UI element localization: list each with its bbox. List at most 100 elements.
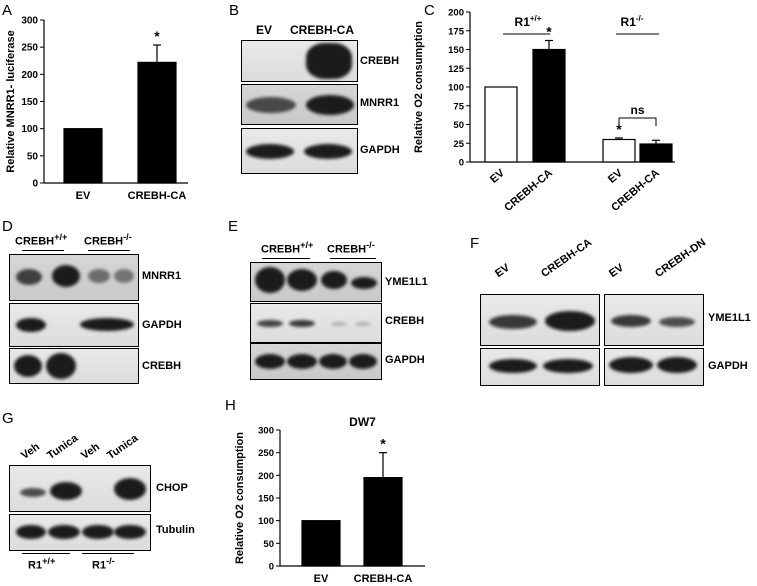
y-tick-label: 150 (258, 494, 274, 505)
y-tick-label: 300 (258, 426, 274, 437)
row-label-gapdh: GAPDH (360, 144, 400, 156)
lane-label-tunica: Tunica (45, 432, 81, 462)
group-underline (22, 553, 70, 554)
lane-label-veh: Veh (79, 440, 103, 462)
blot-b-crebh (241, 40, 358, 82)
blot-b-gapdh (241, 128, 358, 174)
blot-e-crebh (250, 303, 382, 343)
y-tick-label: 25 (453, 139, 464, 150)
row-label-gapdh: GAPDH (385, 354, 425, 366)
group-underline (262, 258, 310, 259)
bar (639, 143, 673, 163)
bar (301, 520, 341, 567)
panel-letter-g: G (2, 410, 14, 427)
significance-star: * (546, 24, 552, 40)
y-tick-label: 300 (21, 16, 38, 27)
panel-letter-f: F (470, 235, 480, 252)
row-label-yme1l1: YME1L1 (708, 312, 751, 324)
panel-letter-b: B (229, 2, 240, 19)
y-tick-label: 100 (258, 516, 274, 527)
y-axis-label: Relative O2 consumption (234, 432, 246, 564)
group-label-crebh-wt: CREBH+/+ (15, 232, 68, 248)
row-label-yme1l1: YME1L1 (385, 276, 428, 288)
y-axis-label: Relative MNRR1- luciferase (5, 30, 17, 172)
ns-label: ns (630, 103, 644, 117)
row-label-mnrr1: MNRR1 (142, 270, 182, 282)
y-tick-label: 175 (448, 26, 465, 37)
row-label-gapdh: GAPDH (708, 360, 748, 372)
bar-chart-h: 0 50 100 150 200 250 300 Relative O2 consumptio… (234, 415, 425, 585)
blot-f-yme1l1-left (480, 294, 600, 346)
significance-star: * (616, 121, 622, 137)
bar (63, 128, 103, 184)
y-tick-label: 0 (32, 179, 38, 190)
group-label-r1-wt: R1+/+ (515, 14, 542, 29)
bar-chart-c: 0 25 50 75 100 125 150 175 200 Relative O2 consum… (413, 8, 675, 210)
ns-bracket (618, 117, 657, 126)
y-axis-label: Relative O2 consumption (413, 21, 425, 153)
x-tick-label: EV (76, 190, 91, 202)
y-tick-label: 125 (448, 64, 465, 75)
y-tick-label: 250 (21, 43, 38, 54)
blot-b-mnrr1 (241, 84, 358, 125)
y-tick-label: 200 (21, 70, 38, 81)
blot-e-gapdh (250, 343, 382, 380)
bar-chart-a: 0 50 100 150 200 250 300 Relative MNRR1- lucife… (5, 16, 188, 202)
group-underline (22, 250, 64, 251)
blot-f-gapdh-left (480, 348, 600, 386)
panel-letter-h: H (225, 397, 236, 414)
panel-letter-d: D (2, 218, 13, 235)
y-tick-label: 50 (453, 120, 464, 131)
group-underline (88, 250, 130, 251)
y-tick-label: 250 (258, 448, 274, 459)
group-underline (330, 258, 376, 259)
x-tick-label: EV (314, 573, 329, 585)
significance-star: * (380, 436, 386, 452)
y-tick-label: 50 (27, 151, 39, 162)
y-tick-label: 0 (269, 562, 274, 573)
bar (137, 61, 177, 184)
panel-letter-a: A (2, 2, 13, 19)
blot-f-yme1l1-right (604, 294, 704, 346)
row-label-gapdh: GAPDH (142, 319, 182, 331)
group-label-crebh-ko: CREBH-/- (84, 232, 132, 248)
panel-letter-c: C (424, 2, 435, 19)
bar (602, 138, 636, 163)
lane-label-ev: EV (493, 261, 513, 280)
x-tick-label: EV (488, 167, 507, 186)
group-label-r1-ko: R1-/- (621, 14, 644, 29)
significance-star: * (154, 28, 160, 44)
bar (363, 476, 403, 567)
lane-label-veh: Veh (19, 440, 43, 462)
row-label-chop: CHOP (156, 482, 188, 494)
lane-label-ev: EV (256, 23, 273, 37)
blot-g-tubulin (9, 514, 151, 551)
x-tick-label: CREBH-CA (354, 573, 413, 585)
group-underline (82, 553, 134, 554)
lane-label-crebh-ca: CREBH-CA (290, 23, 354, 37)
y-tick-label: 200 (448, 8, 464, 19)
y-tick-label: 75 (453, 101, 464, 112)
bar (532, 48, 566, 163)
group-label-r1-wt: R1+/+ (28, 556, 56, 572)
y-tick-label: 50 (263, 539, 274, 550)
y-tick-label: 150 (21, 97, 38, 108)
y-tick-label: 150 (448, 45, 464, 56)
row-label-tubulin: Tubulin (156, 524, 195, 536)
row-label-crebh: CREBH (142, 360, 182, 372)
blot-e-yme1l1 (250, 262, 382, 302)
y-tick-label: 0 (459, 158, 464, 169)
group-label-crebh-wt: CREBH+/+ (261, 240, 314, 256)
x-tick-label: EV (606, 167, 625, 186)
y-tick-label: 200 (258, 471, 274, 482)
x-tick-label: CREBH-CA (502, 167, 555, 210)
chart-title: DW7 (349, 415, 376, 429)
group-label-r1-ko: R1-/- (92, 556, 115, 572)
blot-g-chop (9, 465, 151, 512)
blot-f-gapdh-right (604, 348, 704, 386)
lane-label-crebh-dn: CREBH-DN (653, 236, 709, 280)
panel-letter-e: E (228, 218, 239, 235)
y-tick-label: 100 (448, 83, 464, 94)
group-label-crebh-ko: CREBH-/- (327, 240, 375, 256)
